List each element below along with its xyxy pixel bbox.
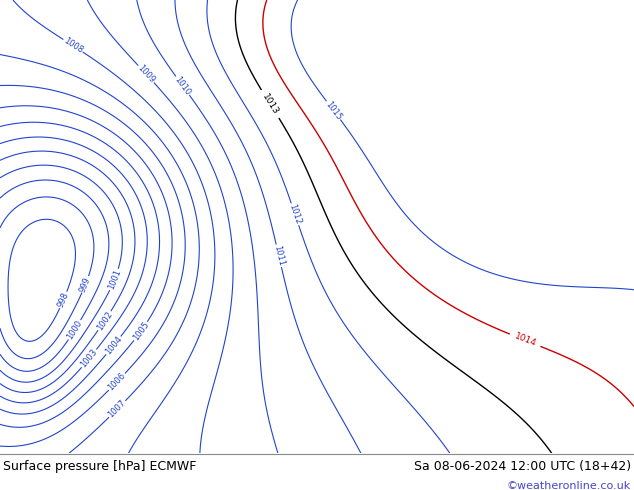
Text: 1008: 1008	[61, 36, 84, 55]
Text: 1010: 1010	[173, 74, 192, 97]
Text: Sa 08-06-2024 12:00 UTC (18+42): Sa 08-06-2024 12:00 UTC (18+42)	[414, 460, 631, 473]
Text: 1003: 1003	[79, 347, 100, 369]
Text: 1005: 1005	[131, 320, 151, 343]
Text: 1009: 1009	[136, 63, 157, 85]
Text: 1001: 1001	[107, 268, 122, 291]
Text: 999: 999	[79, 275, 93, 294]
Text: 1004: 1004	[103, 335, 124, 356]
Text: 1002: 1002	[95, 310, 114, 332]
Text: 1015: 1015	[323, 99, 344, 122]
Text: ©weatheronline.co.uk: ©weatheronline.co.uk	[507, 481, 631, 490]
Text: 1014: 1014	[513, 332, 538, 349]
Text: 1013: 1013	[260, 92, 280, 116]
Text: Surface pressure [hPa] ECMWF: Surface pressure [hPa] ECMWF	[3, 460, 197, 473]
Text: 1011: 1011	[272, 245, 285, 267]
Text: 1006: 1006	[107, 371, 127, 392]
Text: 1000: 1000	[65, 318, 84, 341]
Text: 998: 998	[56, 291, 70, 309]
Text: 1012: 1012	[287, 203, 302, 226]
Text: 1007: 1007	[107, 398, 128, 420]
